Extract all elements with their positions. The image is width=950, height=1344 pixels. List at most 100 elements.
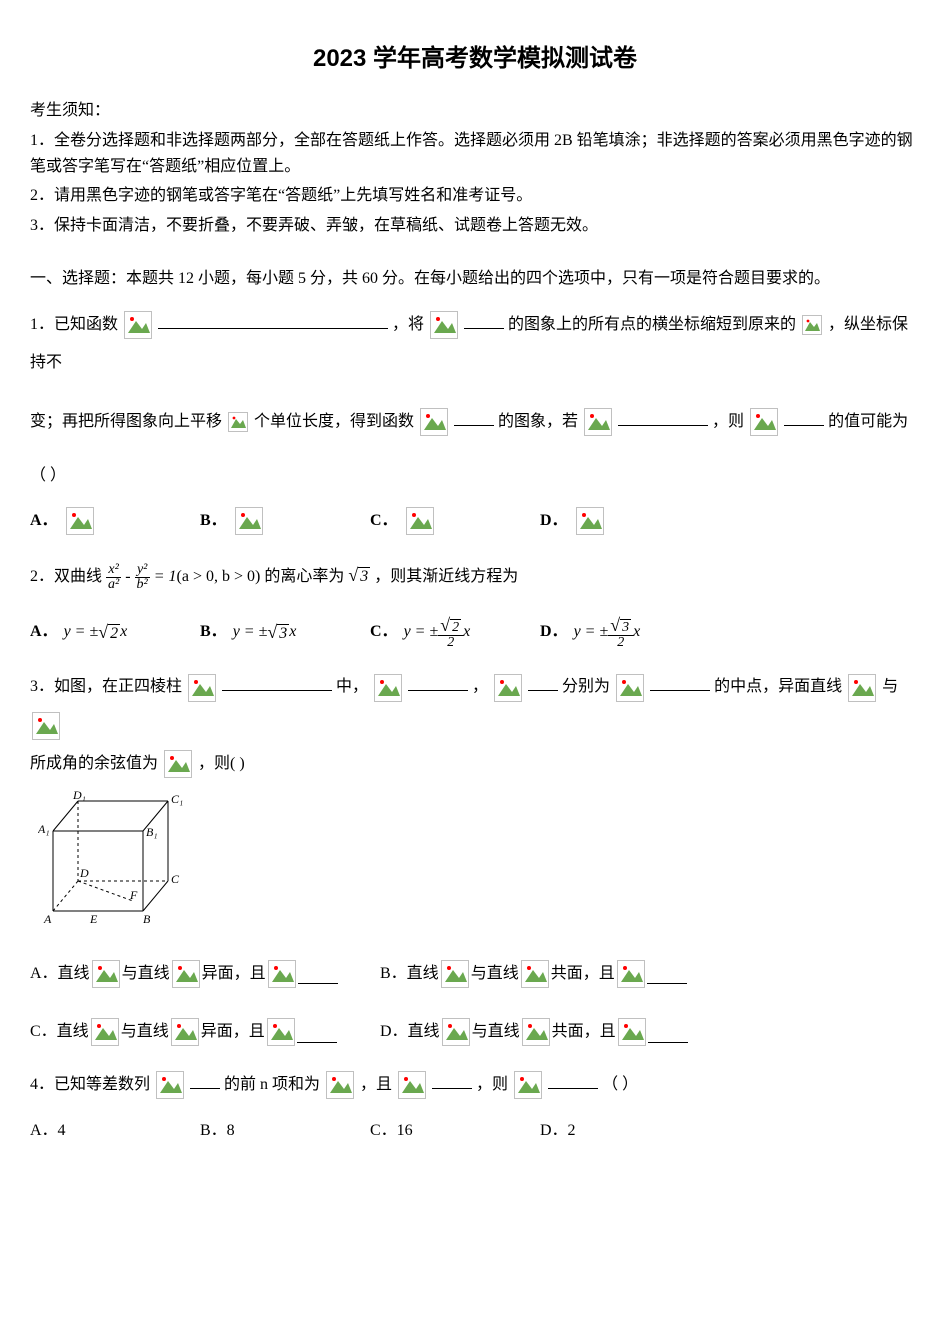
q1-text-prefix: 1．已知函数 [30,316,118,333]
q2b-x: x [289,613,296,651]
q1-line2a: 变；再把所得图象向上平移 [30,413,222,430]
blank-underline [647,964,687,984]
broken-image-icon [802,315,822,335]
q3-mid5: 与 [882,678,898,695]
blank-underline [464,309,504,329]
prism-figure: D₁ C₁ A₁ B₁ D C A B E F [38,791,920,946]
q2-option-a: A． y = ± √2 x [30,611,200,654]
broken-image-icon [441,960,469,988]
q3d-mid1: 与直线 [472,1013,520,1051]
q2-options: A． y = ± √2 x B． y = ± √3 x C． y = ± √2 … [30,611,920,654]
q3-prefix: 3．如图，在正四棱柱 [30,678,182,695]
prism-svg: D₁ C₁ A₁ B₁ D C A B E F [38,791,198,931]
blank-underline [297,1022,337,1042]
blank-underline [432,1068,472,1088]
option-label-d: D． [540,502,568,540]
q1-line2d: ，则 [712,413,744,430]
blank-underline [648,1022,688,1042]
question-4: 4．已知等差数列 的前 n 项和为 ，且 ，则 （ ） A．4 B．8 C．16… [30,1066,920,1151]
broken-image-icon [92,960,120,988]
q3c-pre: C．直线 [30,1013,89,1051]
option-label-d: D． [540,613,568,651]
q3-option-c: C．直线 与直线 异面，且 [30,1013,380,1051]
q3a-mid1: 与直线 [122,955,170,993]
q4-option-b: B．8 [200,1112,370,1150]
q4c-text: C．16 [370,1112,413,1150]
broken-image-icon [406,507,434,535]
q2-prefix: 2．双曲线 [30,568,102,585]
q3-option-d: D．直线 与直线 共面，且 [380,1013,730,1051]
blank-underline [298,964,338,984]
q1-option-c: C． [370,502,540,540]
q2-option-c: C． y = ± √2 2 x [370,611,540,654]
svg-text:A: A [43,912,52,926]
blank-underline [618,406,708,426]
q2c-x: x [463,613,470,651]
broken-image-icon [164,750,192,778]
q4b-text: B．8 [200,1112,235,1150]
blank-underline [528,671,558,691]
blank-underline [222,671,332,691]
q3d-pre: D．直线 [380,1013,440,1051]
svg-text:F: F [129,888,138,902]
broken-image-icon [848,674,876,702]
q1-text-mid1: ，将 [392,316,424,333]
blank-underline [408,671,468,691]
q2d-x: x [633,613,640,651]
broken-image-icon [32,712,60,740]
broken-image-icon [616,674,644,702]
svg-text:E: E [89,912,98,926]
broken-image-icon [171,1018,199,1046]
q3c-mid2: 异面，且 [201,1013,265,1051]
q3-line2b: ，则( ) [198,755,245,772]
q3b-mid2: 共面，且 [551,955,615,993]
q4-option-a: A．4 [30,1112,200,1150]
question-2: 2．双曲线 x²a² - y²b² = 1 (a > 0, b > 0) 的离心… [30,554,920,654]
svg-text:B: B [143,912,151,926]
instruction-1: 1．全卷分选择题和非选择题两部分，全部在答题纸上作答。选择题必须用 2B 铅笔填… [30,128,920,179]
q4-paren: （ ） [602,1076,638,1093]
blank-underline [650,671,710,691]
q2-hyperbola-expr: x²a² - y²b² = 1 (a > 0, b > 0) [106,558,260,596]
q2-option-b: B． y = ± √3 x [200,611,370,654]
broken-image-icon [576,507,604,535]
broken-image-icon [617,960,645,988]
option-label-a: A． [30,502,58,540]
q2a-y: y = ± [64,613,99,651]
option-label-c: C． [370,502,398,540]
q4d-text: D．2 [540,1112,576,1150]
broken-image-icon [235,507,263,535]
q3-mid2: ， [472,678,488,695]
broken-image-icon [374,674,402,702]
broken-image-icon [618,1018,646,1046]
option-label-b: B． [200,502,227,540]
q2d-y: y = ± [574,613,609,651]
broken-image-icon [442,1018,470,1046]
q2c-y: y = ± [404,613,439,651]
q1-line2c: 的图象，若 [498,413,578,430]
blank-underline [158,309,388,329]
q4-mid2: ，且 [360,1076,392,1093]
svg-text:D: D [79,866,89,880]
notice-heading: 考生须知： [30,98,920,124]
svg-text:C: C [171,872,180,886]
instruction-2: 2．请用黑色字迹的钢笔或答字笔在“答题纸”上先填写姓名和准考证号。 [30,183,920,209]
q4-options: A．4 B．8 C．16 D．2 [30,1112,920,1150]
svg-text:D₁: D₁ [72,791,86,802]
svg-text:B₁: B₁ [146,825,158,839]
broken-image-icon [584,408,612,436]
q2a-x: x [120,613,127,651]
q4-prefix: 4．已知等差数列 [30,1076,150,1093]
broken-image-icon [398,1071,426,1099]
broken-image-icon [124,311,152,339]
option-label-c: C． [370,613,398,651]
q1-text-mid2: 的图象上的所有点的横坐标缩短到原来的 [508,316,796,333]
svg-text:A₁: A₁ [38,822,50,836]
q3-mid3: 分别为 [562,678,610,695]
q4-option-c: C．16 [370,1112,540,1150]
question-1: 1．已知函数 ，将 的图象上的所有点的横坐标缩短到原来的 ，纵坐标保持不 变；再… [30,306,920,540]
q3-option-a: A．直线 与直线 异面，且 [30,955,380,993]
broken-image-icon [228,412,248,432]
q2-option-d: D． y = ± √3 2 x [540,611,710,654]
q3b-mid1: 与直线 [471,955,519,993]
